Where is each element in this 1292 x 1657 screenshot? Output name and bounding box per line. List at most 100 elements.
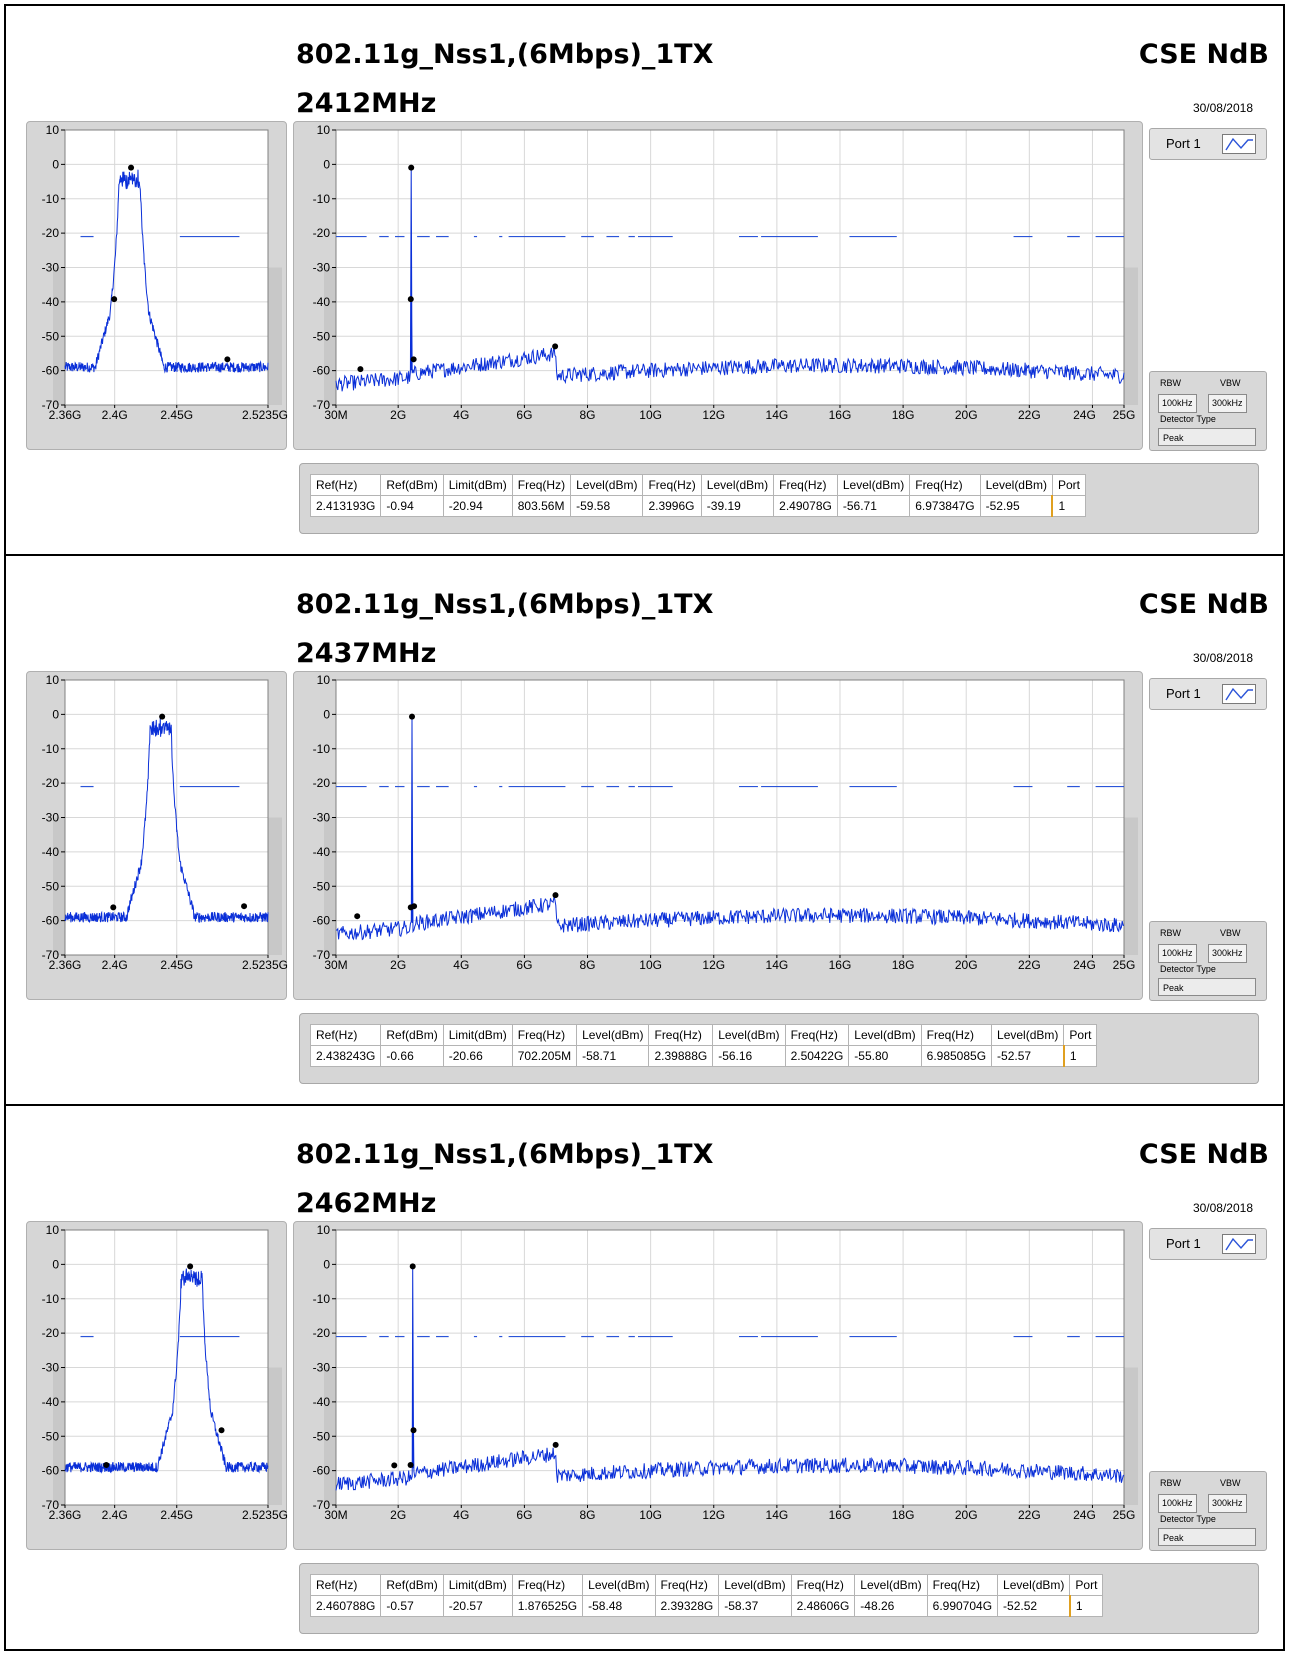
table-cell: -52.95: [979, 495, 1053, 517]
y-tick-label: -70: [313, 948, 331, 962]
table-header: Freq(Hz): [773, 474, 838, 496]
table-header: Freq(Hz): [511, 474, 572, 496]
y-tick-label: -10: [313, 1292, 331, 1306]
y-tick-label: -10: [313, 192, 331, 206]
x-tick-label: 20G: [955, 408, 978, 422]
x-tick-label: 14G: [766, 1508, 789, 1522]
table-header: Port: [1069, 1574, 1104, 1596]
detector-value[interactable]: Peak: [1158, 1528, 1256, 1546]
plot-shade-right: [268, 1367, 282, 1505]
test-title: 802.11g_Nss1,(6Mbps)_1TX: [296, 39, 714, 70]
x-tick-label: 10G: [639, 958, 662, 972]
table-cell: 2.413193G: [309, 495, 382, 517]
table-header: Level(dBm): [854, 1574, 928, 1596]
x-tick-label: 22G: [1018, 1508, 1041, 1522]
y-tick-label: -70: [42, 948, 60, 962]
y-tick-label: -20: [42, 226, 60, 240]
y-tick-label: -50: [313, 329, 331, 343]
port-selector[interactable]: Port 1: [1149, 1228, 1267, 1260]
x-tick-label: 6G: [516, 1508, 532, 1522]
table-header: Level(dBm): [582, 1574, 656, 1596]
table-header: Level(dBm): [991, 1024, 1065, 1046]
measurement-section: 802.11g_Nss1,(6Mbps)_1TX 2462MHz CSE NdB 30…: [6, 1106, 1283, 1655]
detector-value[interactable]: Peak: [1158, 428, 1256, 446]
spectrum-trace: [64, 169, 269, 374]
y-tick-label: 0: [323, 1257, 330, 1271]
x-tick-label: 14G: [766, 408, 789, 422]
marker-point: [411, 903, 418, 910]
table-cell: -58.48: [582, 1595, 656, 1617]
port-selector[interactable]: Port 1: [1149, 128, 1267, 160]
trace-style-icon[interactable]: [1222, 684, 1256, 704]
x-tick-label: 4G: [453, 408, 469, 422]
y-tick-label: 10: [46, 1223, 60, 1237]
table-cell: -56.71: [836, 495, 911, 517]
x-tick-label: 24G: [1073, 408, 1096, 422]
x-tick-label: 2.45G: [160, 1508, 193, 1522]
x-tick-label: 2.4G: [102, 958, 128, 972]
rbw-value[interactable]: 100kHz: [1158, 1494, 1197, 1513]
table-cell: 1: [1062, 1045, 1098, 1067]
table-header: Freq(Hz): [920, 1024, 993, 1046]
table-header: Ref(Hz): [309, 1024, 382, 1046]
x-tick-label: 12G: [702, 1508, 725, 1522]
x-tick-label: 8G: [580, 1508, 596, 1522]
port-label: Port 1: [1166, 1236, 1201, 1251]
x-tick-label: 30M: [324, 958, 347, 972]
vbw-label: VBW: [1220, 928, 1241, 938]
table-cell: -0.57: [380, 1595, 444, 1617]
y-tick-label: -60: [313, 1464, 331, 1478]
table-header: Ref(dBm): [380, 474, 444, 496]
y-tick-label: -10: [42, 742, 60, 756]
marker-point: [408, 164, 415, 171]
y-tick-label: -70: [313, 398, 331, 412]
x-tick-label: 2.45G: [160, 958, 193, 972]
table-header: Port: [1063, 1024, 1098, 1046]
marker-point: [128, 164, 135, 171]
table-header: Level(dBm): [718, 1574, 792, 1596]
x-tick-label: 25G: [1113, 408, 1136, 422]
marker-point: [111, 296, 118, 303]
inband-chart-panel: 10 0 -10 -20 -30 -40 -50 -60 -70 2.36G 2.4G 2.45G 2.…: [26, 1221, 288, 1550]
y-tick-label: 0: [52, 1257, 59, 1271]
table-row: 2.413193G -0.94 -20.94 803.56M -59.58 2.3996G…: [309, 495, 1087, 517]
brand-label: CSE NdB: [1138, 1139, 1269, 1170]
x-tick-label: 16G: [829, 1508, 852, 1522]
table-header: Freq(Hz): [654, 1574, 720, 1596]
marker-point: [391, 1462, 398, 1469]
table-header: Freq(Hz): [511, 1024, 578, 1046]
inband-chart-panel: 10 0 -10 -20 -30 -40 -50 -60 -70 2.36G 2.4G 2.45G 2.…: [26, 671, 288, 1000]
port-selector[interactable]: Port 1: [1149, 678, 1267, 710]
x-tick-label: 2.4G: [102, 1508, 128, 1522]
trace-style-icon[interactable]: [1222, 1234, 1256, 1254]
rbw-label: RBW: [1160, 928, 1181, 938]
marker-point: [552, 892, 559, 899]
rbw-value[interactable]: 100kHz: [1158, 394, 1197, 413]
y-tick-label: -10: [42, 192, 60, 206]
table-cell: 2.50422G: [784, 1045, 850, 1067]
table-cell: -39.19: [700, 495, 775, 517]
marker-point: [103, 1462, 110, 1469]
rbw-value[interactable]: 100kHz: [1158, 944, 1197, 963]
x-tick-label: 6G: [516, 958, 532, 972]
y-tick-label: -50: [42, 879, 60, 893]
y-tick-label: -30: [313, 811, 331, 825]
y-tick-label: -60: [42, 914, 60, 928]
vbw-value[interactable]: 300kHz: [1208, 944, 1247, 963]
vbw-value[interactable]: 300kHz: [1208, 1494, 1247, 1513]
results-table: Ref(Hz) Ref(dBm) Limit(dBm) Freq(Hz) Level(d…: [309, 474, 1087, 517]
table-cell: -0.66: [380, 1045, 444, 1067]
table-header: Limit(dBm): [442, 1024, 513, 1046]
x-tick-label: 2.36G: [49, 408, 82, 422]
table-cell: 6.973847G: [909, 495, 981, 517]
table-cell: 803.56M: [511, 495, 572, 517]
table-cell: 2.49078G: [773, 495, 838, 517]
inband-chart: 10 0 -10 -20 -30 -40 -50 -60 -702.36G 2.4G 2.45G 2.…: [42, 123, 288, 422]
y-tick-label: -30: [313, 261, 331, 275]
trace-style-icon[interactable]: [1222, 134, 1256, 154]
table-header-row: Ref(Hz) Ref(dBm) Limit(dBm) Freq(Hz) Level(d…: [309, 1574, 1104, 1596]
vbw-value[interactable]: 300kHz: [1208, 394, 1247, 413]
detector-value[interactable]: Peak: [1158, 978, 1256, 996]
